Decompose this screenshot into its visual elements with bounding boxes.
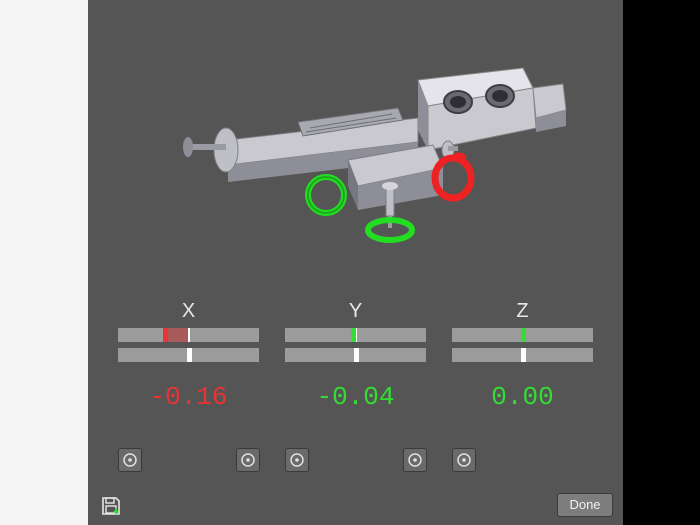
axis-x-marker-coarse[interactable] <box>163 328 168 342</box>
axis-y-value: -0.04 <box>273 382 438 412</box>
axes-area: X -0.16 <box>88 300 623 475</box>
target-icon <box>453 449 475 471</box>
target-icon <box>119 449 141 471</box>
axis-label-x: X <box>106 300 271 323</box>
center-line <box>188 328 190 342</box>
target-icon <box>404 449 426 471</box>
axis-z-value: 0.00 <box>440 382 605 412</box>
axis-y-marker-fine[interactable] <box>354 348 359 362</box>
axis-x-slider-fine[interactable] <box>118 348 259 362</box>
axis-x-slider-coarse[interactable] <box>118 328 259 342</box>
save-export-button[interactable] <box>100 495 122 517</box>
axis-col-y: Y -0.04 <box>273 300 438 475</box>
axis-y-radio-b[interactable] <box>403 448 427 472</box>
target-icon <box>237 449 259 471</box>
axis-x-marker-fine[interactable] <box>187 348 192 362</box>
axis-x-radio-b[interactable] <box>236 448 260 472</box>
axis-col-z: Z 0.00 <box>440 300 605 475</box>
axis-y-slider-coarse[interactable] <box>285 328 426 342</box>
axis-z-marker-coarse[interactable] <box>521 328 526 342</box>
axis-col-x: X -0.16 <box>106 300 271 475</box>
axis-z-marker-fine[interactable] <box>521 348 526 362</box>
viewport-3d[interactable] <box>88 10 623 300</box>
device-illustration <box>88 10 623 300</box>
done-button[interactable]: Done <box>557 493 613 517</box>
ring-green-left <box>308 177 344 213</box>
axis-y-marker-coarse[interactable] <box>351 328 356 342</box>
save-icon <box>100 495 122 517</box>
axis-y-radio-a[interactable] <box>285 448 309 472</box>
axis-x-radio-a[interactable] <box>118 448 142 472</box>
axis-x-value: -0.16 <box>106 382 271 412</box>
alignment-panel: X -0.16 <box>88 0 623 525</box>
ring-green-bottom <box>368 220 412 240</box>
panel-footer: Done <box>88 487 623 525</box>
axis-z-radio-a[interactable] <box>452 448 476 472</box>
axis-label-z: Z <box>440 300 605 323</box>
axis-label-y: Y <box>273 300 438 323</box>
axis-z-slider-fine[interactable] <box>452 348 593 362</box>
axis-y-slider-fine[interactable] <box>285 348 426 362</box>
left-rail <box>0 0 88 525</box>
target-icon <box>286 449 308 471</box>
axis-z-slider-coarse[interactable] <box>452 328 593 342</box>
